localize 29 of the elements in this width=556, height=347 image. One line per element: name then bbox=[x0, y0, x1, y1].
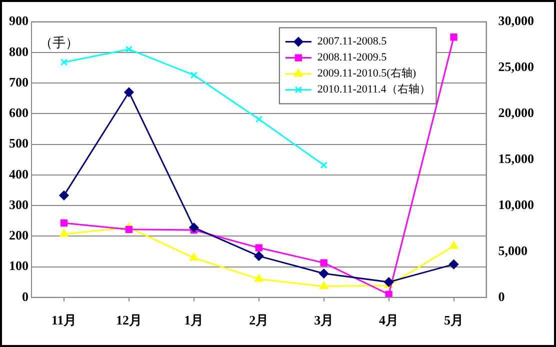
y2-tick-label: 30,000 bbox=[498, 13, 534, 28]
y2-tick-label: 15,000 bbox=[498, 150, 534, 166]
legend-label: 2007.11-2008.5 bbox=[317, 36, 388, 48]
x-tick-label: 3月 bbox=[314, 312, 334, 328]
y-tick-label: 700 bbox=[9, 74, 28, 90]
y-tick-label: 600 bbox=[9, 105, 28, 120]
y2-tick-label: 10,000 bbox=[498, 196, 534, 212]
x-tick-label: 1月 bbox=[184, 312, 204, 328]
x-tick-label: 5月 bbox=[444, 312, 464, 328]
legend-label: 2008.11-2009.5 bbox=[317, 52, 388, 64]
y2-tick-label: 25,000 bbox=[498, 59, 534, 74]
legend-label: 2009.11-2010.5(右轴) bbox=[317, 66, 416, 80]
y-tick-label: 0 bbox=[22, 288, 28, 304]
y-tick-label: 500 bbox=[9, 136, 28, 151]
y-tick-label: 900 bbox=[9, 13, 28, 28]
y2-tick-label: 0 bbox=[498, 288, 505, 304]
x-tick-label: 4月 bbox=[379, 312, 399, 328]
y-tick-label: 400 bbox=[9, 166, 28, 182]
y-tick-label: 800 bbox=[9, 44, 28, 59]
y2-tick-label: 5,000 bbox=[498, 242, 528, 258]
x-tick-label: 11月 bbox=[51, 312, 77, 328]
y-tick-label: 200 bbox=[9, 228, 28, 243]
y2-tick-label: 20,000 bbox=[498, 105, 534, 120]
y-tick-label: 100 bbox=[9, 258, 28, 274]
x-tick-label: 2月 bbox=[249, 312, 269, 328]
legend-label: 2010.11-2011.4（右轴） bbox=[317, 82, 430, 96]
x-tick-label: 12月 bbox=[116, 312, 142, 328]
y-tick-label: 300 bbox=[9, 196, 28, 212]
annotation: （手） bbox=[40, 35, 78, 50]
